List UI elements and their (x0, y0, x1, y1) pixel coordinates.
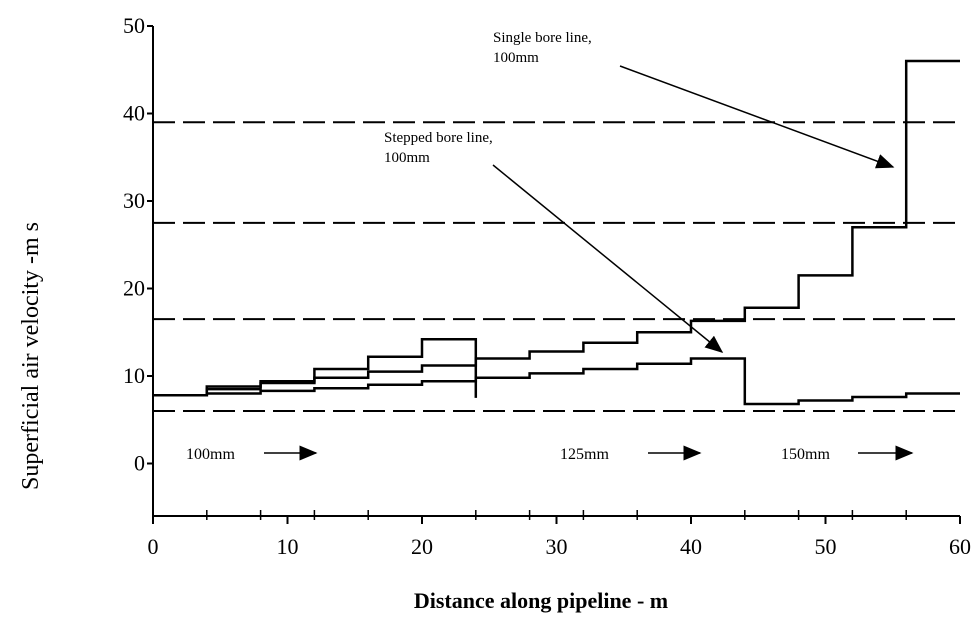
tick-labels: 0 10 20 30 40 50 60 0 10 20 30 40 50 (123, 13, 971, 559)
x-tick-label-40: 40 (680, 534, 702, 559)
series-line-1 (153, 59, 960, 397)
x-tick-label-0: 0 (148, 534, 159, 559)
annotation-1-line-1: Single bore line, (493, 30, 592, 46)
y-axis-title: Superficial air velocity -m s (18, 222, 44, 490)
annotation-2-line-2: 100mm (384, 150, 430, 166)
series-line-stepped-upstream-1 (153, 338, 478, 398)
annotation-arrow-2 (492, 164, 724, 353)
annotation-1-line-2: 100mm (493, 50, 539, 66)
x-tick-label-20: 20 (411, 534, 433, 559)
pipe-size-label-2: 125mm (560, 446, 609, 463)
y-tick-label-40: 40 (123, 101, 145, 126)
x-tick-label-50: 50 (815, 534, 837, 559)
x-tick-label-30: 30 (546, 534, 568, 559)
y-tick-label-20: 20 (123, 276, 145, 301)
y-tick-label-10: 10 (123, 363, 145, 388)
pipe-size-label-3: 150mm (781, 446, 830, 463)
reference-lines (153, 121, 960, 412)
y-tick-label-30: 30 (123, 188, 145, 213)
x-tick-label-60: 60 (949, 534, 971, 559)
series-line-2 (153, 357, 960, 406)
x-axis-title: Distance along pipeline - m (414, 588, 668, 613)
annotation-2-line-1: Stepped bore line, (384, 130, 493, 146)
annotations-layer: Single bore line, 100mm Stepped bore line,… (186, 30, 914, 463)
y-tick-label-50: 50 (123, 13, 145, 38)
plot-area (153, 26, 960, 516)
pipe-size-label-1: 100mm (186, 446, 235, 463)
x-tick-label-10: 10 (277, 534, 299, 559)
y-tick-label-0: 0 (134, 451, 145, 476)
series-layer (153, 59, 960, 406)
annotation-arrow-1 (619, 65, 895, 169)
axes (147, 25, 961, 524)
plot-background (153, 26, 960, 516)
